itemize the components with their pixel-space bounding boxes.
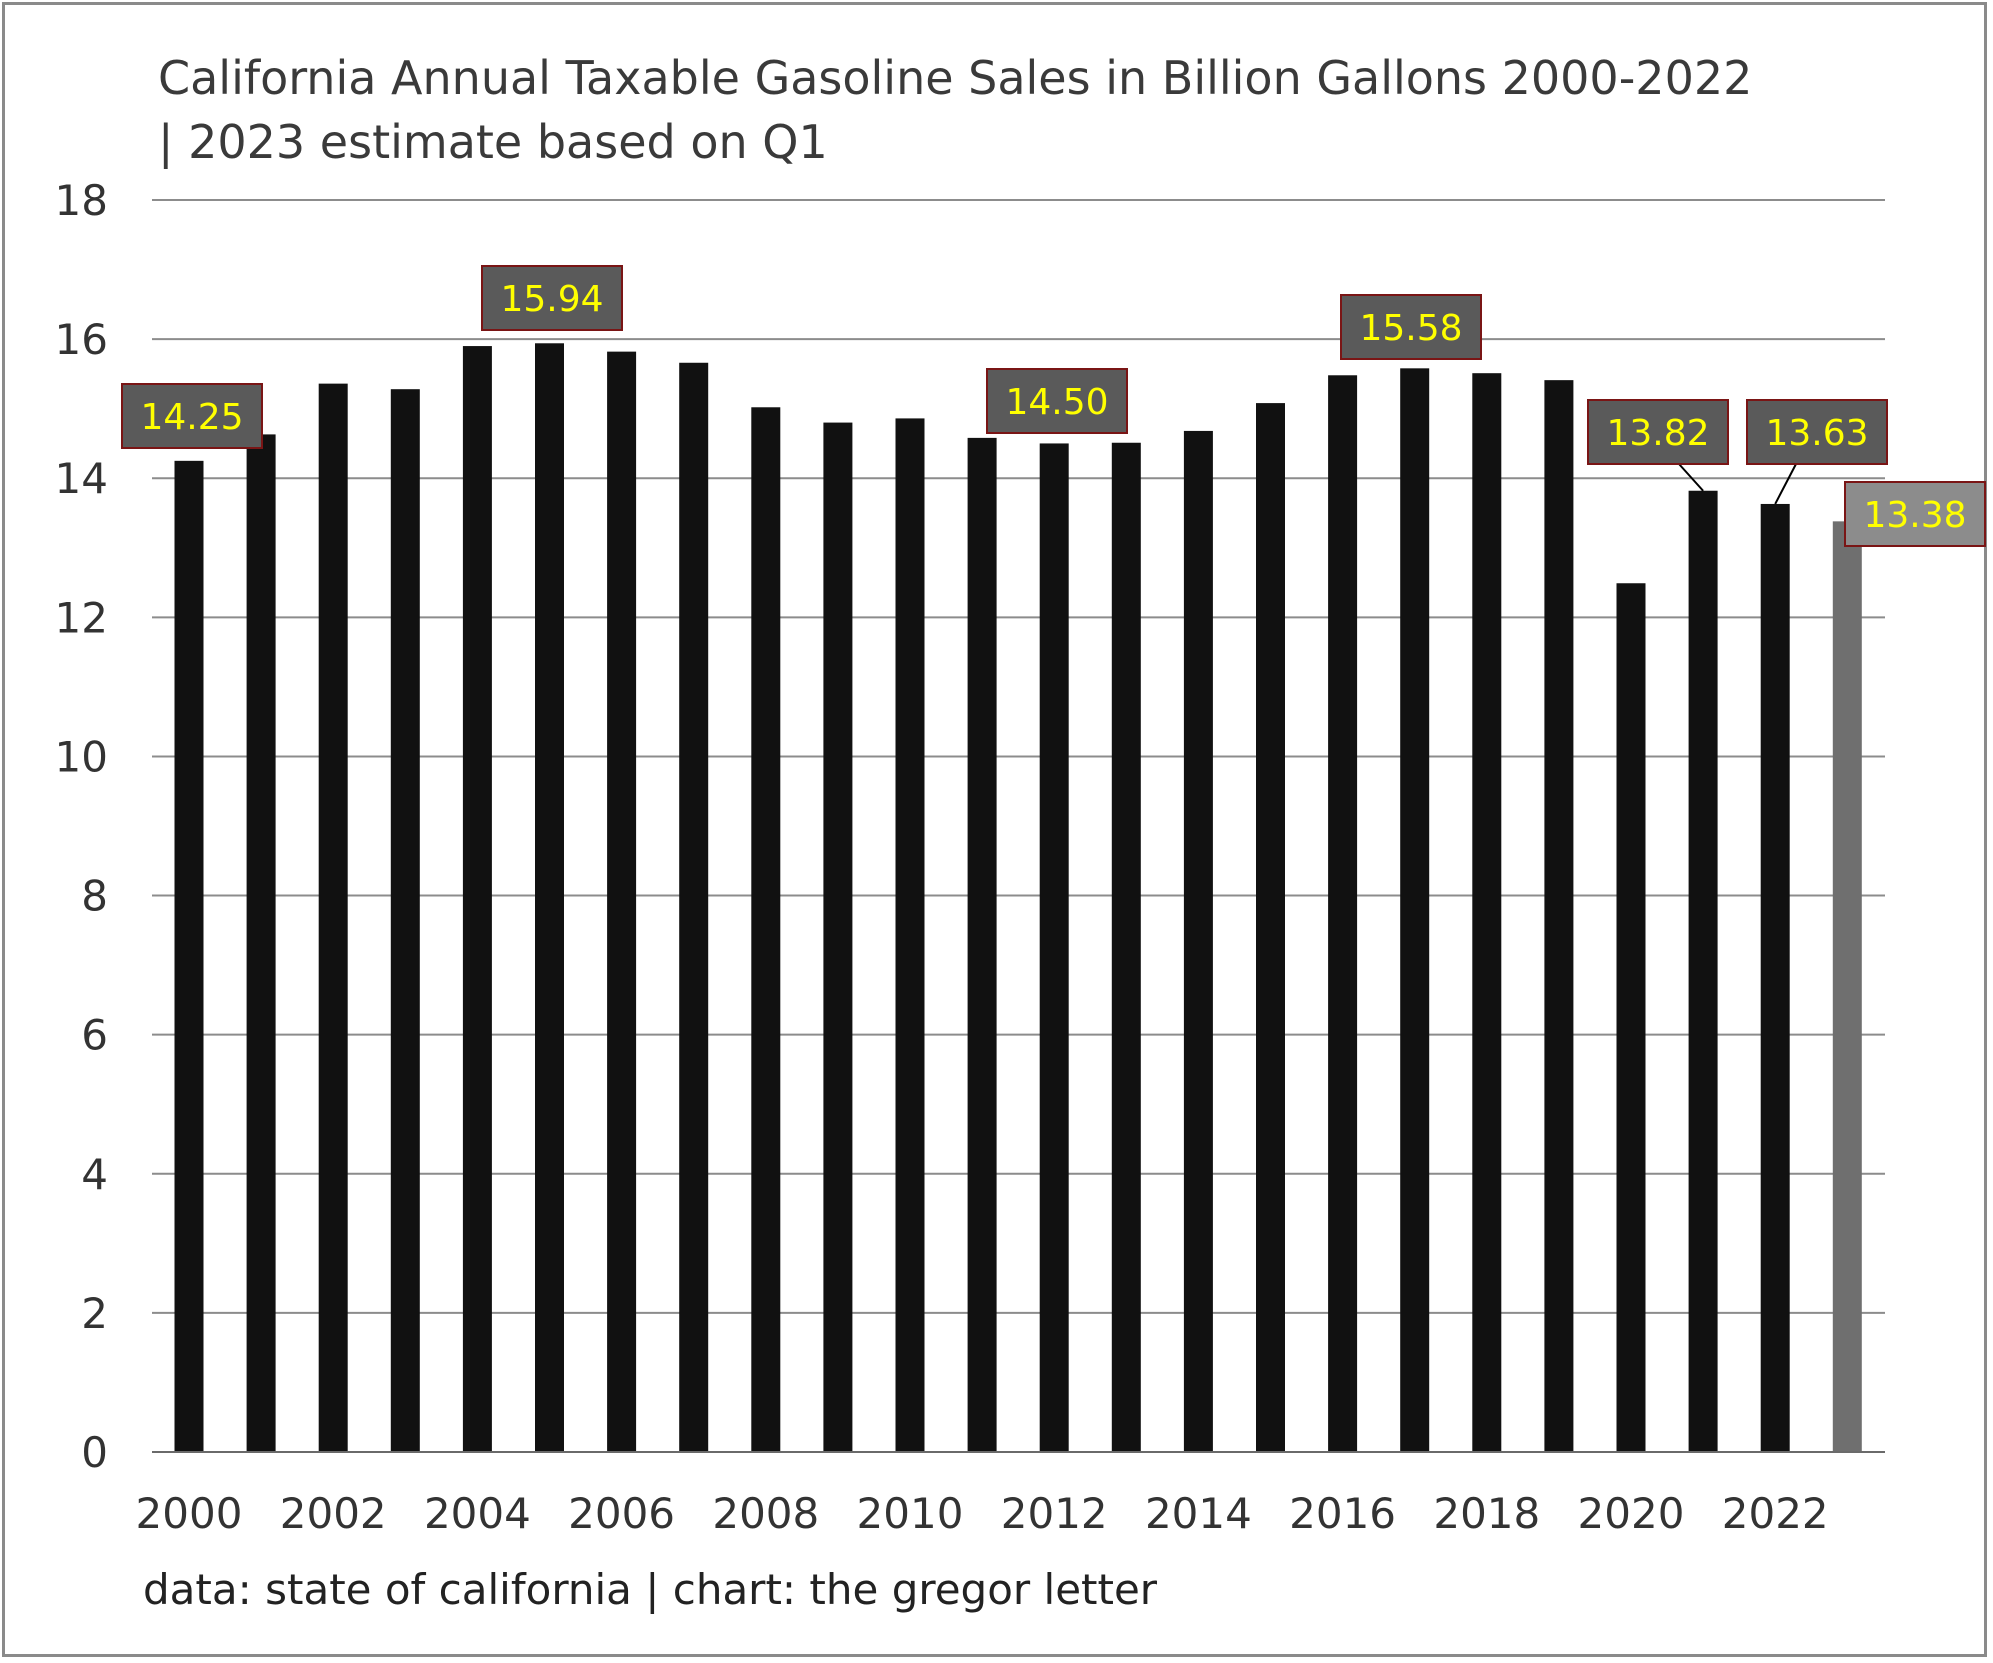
x-tick-label: 2022 xyxy=(1722,1489,1829,1538)
data-label-text: 14.25 xyxy=(140,397,243,438)
bar-2014 xyxy=(1183,430,1213,1452)
data-labels: 14.25 15.94 14.50 15.58 13.82 13.63 13.38 xyxy=(121,265,1986,547)
bar-2021 xyxy=(1688,490,1718,1453)
y-tick-label: 6 xyxy=(81,1011,108,1060)
bar-2006 xyxy=(607,351,637,1452)
y-tick-label: 12 xyxy=(55,593,108,642)
y-tick-label: 2 xyxy=(81,1289,108,1338)
data-label-2000: 14.25 xyxy=(121,383,263,449)
bar-2004 xyxy=(462,346,492,1453)
x-tick-label: 2018 xyxy=(1433,1489,1540,1538)
x-tick-label: 2002 xyxy=(280,1489,387,1538)
y-tick-label: 16 xyxy=(55,315,108,364)
data-label-text: 13.82 xyxy=(1606,413,1709,454)
x-axis-ticks: 2000 2002 2004 2006 2008 2010 2012 2014 2016 2018… xyxy=(136,1489,1829,1538)
data-label-text: 15.94 xyxy=(500,279,603,320)
bar-2010 xyxy=(895,418,925,1453)
data-label-box xyxy=(1844,481,1986,547)
data-label-2023: 13.38 xyxy=(1844,481,1986,547)
data-label-box xyxy=(481,265,623,331)
bar-2005 xyxy=(535,343,564,1453)
bar-2000 xyxy=(174,460,204,1452)
x-tick-label: 2006 xyxy=(568,1489,675,1538)
x-tick-label: 2000 xyxy=(136,1489,243,1538)
bar-2019 xyxy=(1544,380,1574,1452)
bar-2009 xyxy=(823,422,853,1453)
data-label-box xyxy=(1340,294,1482,360)
bar-2008 xyxy=(751,407,781,1453)
bar-2022 xyxy=(1760,503,1790,1452)
leader-line xyxy=(1774,463,1797,505)
x-tick-label: 2014 xyxy=(1145,1489,1252,1538)
data-label-2017: 15.58 xyxy=(1340,294,1482,360)
bar-2015 xyxy=(1256,403,1285,1452)
data-label-box xyxy=(121,383,263,449)
bar-2016 xyxy=(1328,375,1358,1452)
gridlines xyxy=(152,199,1885,1314)
bar-2001 xyxy=(246,434,276,1452)
bar-2002 xyxy=(318,383,348,1452)
x-tick-label: 2012 xyxy=(1001,1489,1108,1538)
data-label-2005: 15.94 xyxy=(481,265,623,331)
y-tick-label: 8 xyxy=(81,872,108,921)
x-tick-label: 2020 xyxy=(1578,1489,1685,1538)
y-tick-label: 0 xyxy=(81,1428,108,1477)
data-label-text: 13.38 xyxy=(1863,495,1966,536)
bar-2012 xyxy=(1039,443,1069,1452)
x-tick-label: 2016 xyxy=(1289,1489,1396,1538)
data-label-text: 14.50 xyxy=(1005,382,1108,423)
y-tick-label: 10 xyxy=(55,732,108,781)
bar-2023 xyxy=(1832,521,1862,1452)
leader-line xyxy=(1678,463,1704,492)
bar-2003 xyxy=(390,389,420,1452)
bars xyxy=(174,343,1862,1453)
data-label-2021: 13.82 xyxy=(1587,399,1729,492)
bar-2011 xyxy=(967,437,997,1452)
data-label-text: 13.63 xyxy=(1765,413,1868,454)
data-label-2022: 13.63 xyxy=(1746,399,1888,505)
data-label-2012: 14.50 xyxy=(986,368,1128,434)
y-axis-ticks: 0 2 4 6 8 10 12 14 16 18 xyxy=(55,176,108,1477)
x-tick-label: 2008 xyxy=(712,1489,819,1538)
bar-2007 xyxy=(679,362,709,1452)
bar-2013 xyxy=(1111,442,1141,1452)
y-tick-label: 14 xyxy=(55,454,108,503)
y-tick-label: 18 xyxy=(55,176,108,225)
data-label-text: 15.58 xyxy=(1359,308,1462,349)
x-tick-label: 2010 xyxy=(857,1489,964,1538)
chart-title: California Annual Taxable Gasoline Sales… xyxy=(158,51,1753,169)
y-tick-label: 4 xyxy=(81,1150,108,1199)
x-tick-label: 2004 xyxy=(424,1489,531,1538)
source-note: data: state of california | chart: the g… xyxy=(143,1565,1158,1614)
bar-2020 xyxy=(1616,583,1646,1452)
data-label-box xyxy=(1746,399,1888,465)
data-label-box xyxy=(986,368,1128,434)
bar-2017 xyxy=(1400,368,1430,1452)
data-label-box xyxy=(1587,399,1729,465)
bar-2018 xyxy=(1472,373,1502,1452)
